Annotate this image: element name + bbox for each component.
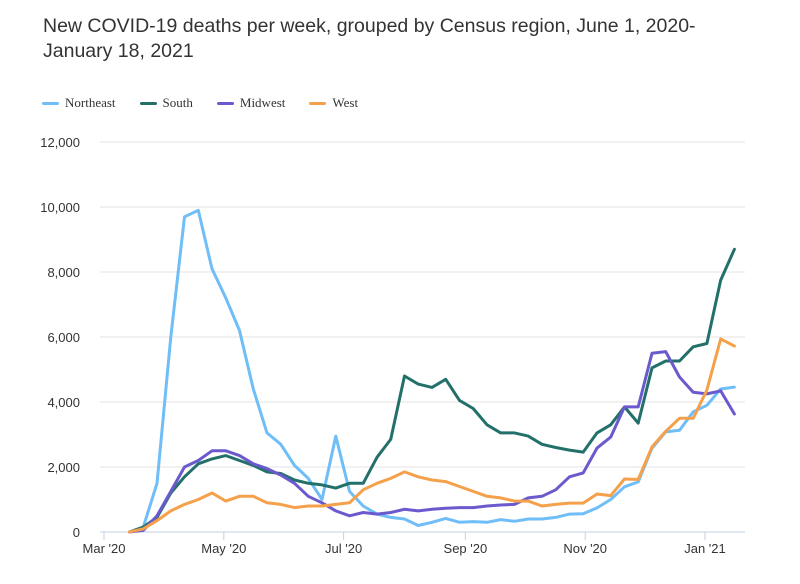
chart-title: New COVID-19 deaths per week, grouped by… xyxy=(43,15,696,62)
x-tick-label: Nov '20 xyxy=(563,541,607,556)
series-line-midwest xyxy=(128,350,736,534)
x-tick-label: Sep '20 xyxy=(444,541,488,556)
legend-item-south[interactable]: South xyxy=(139,95,193,111)
legend-label: Midwest xyxy=(239,95,286,110)
y-tick-label: 0 xyxy=(73,525,80,540)
y-tick-label: 4,000 xyxy=(47,395,80,410)
y-tick-label: 6,000 xyxy=(47,330,80,345)
legend-swatch xyxy=(42,101,59,105)
y-tick-label: 2,000 xyxy=(47,460,80,475)
legend-item-midwest[interactable]: Midwest xyxy=(216,95,286,111)
x-tick-label: Jan '21 xyxy=(684,541,726,556)
legend: Northeast South Midwest West xyxy=(42,95,382,111)
legend-swatch xyxy=(309,101,327,105)
legend-swatch xyxy=(216,101,234,105)
legend-swatch xyxy=(139,101,157,105)
legend-label: Northeast xyxy=(65,95,116,110)
x-tick-label: May '20 xyxy=(201,541,246,556)
x-tick-label: Jul '20 xyxy=(325,541,362,556)
y-tick-label: 8,000 xyxy=(47,265,80,280)
legend-item-northeast[interactable]: Northeast xyxy=(42,95,116,111)
legend-item-west[interactable]: West xyxy=(309,95,358,111)
series-line-south xyxy=(128,247,736,534)
y-tick-label: 10,000 xyxy=(40,200,80,215)
legend-label: West xyxy=(332,95,359,110)
x-tick-label: Mar '20 xyxy=(83,541,126,556)
series-line-west xyxy=(128,337,736,534)
legend-label: South xyxy=(162,95,193,110)
series-line-northeast xyxy=(128,208,736,534)
y-tick-label: 12,000 xyxy=(40,135,80,150)
